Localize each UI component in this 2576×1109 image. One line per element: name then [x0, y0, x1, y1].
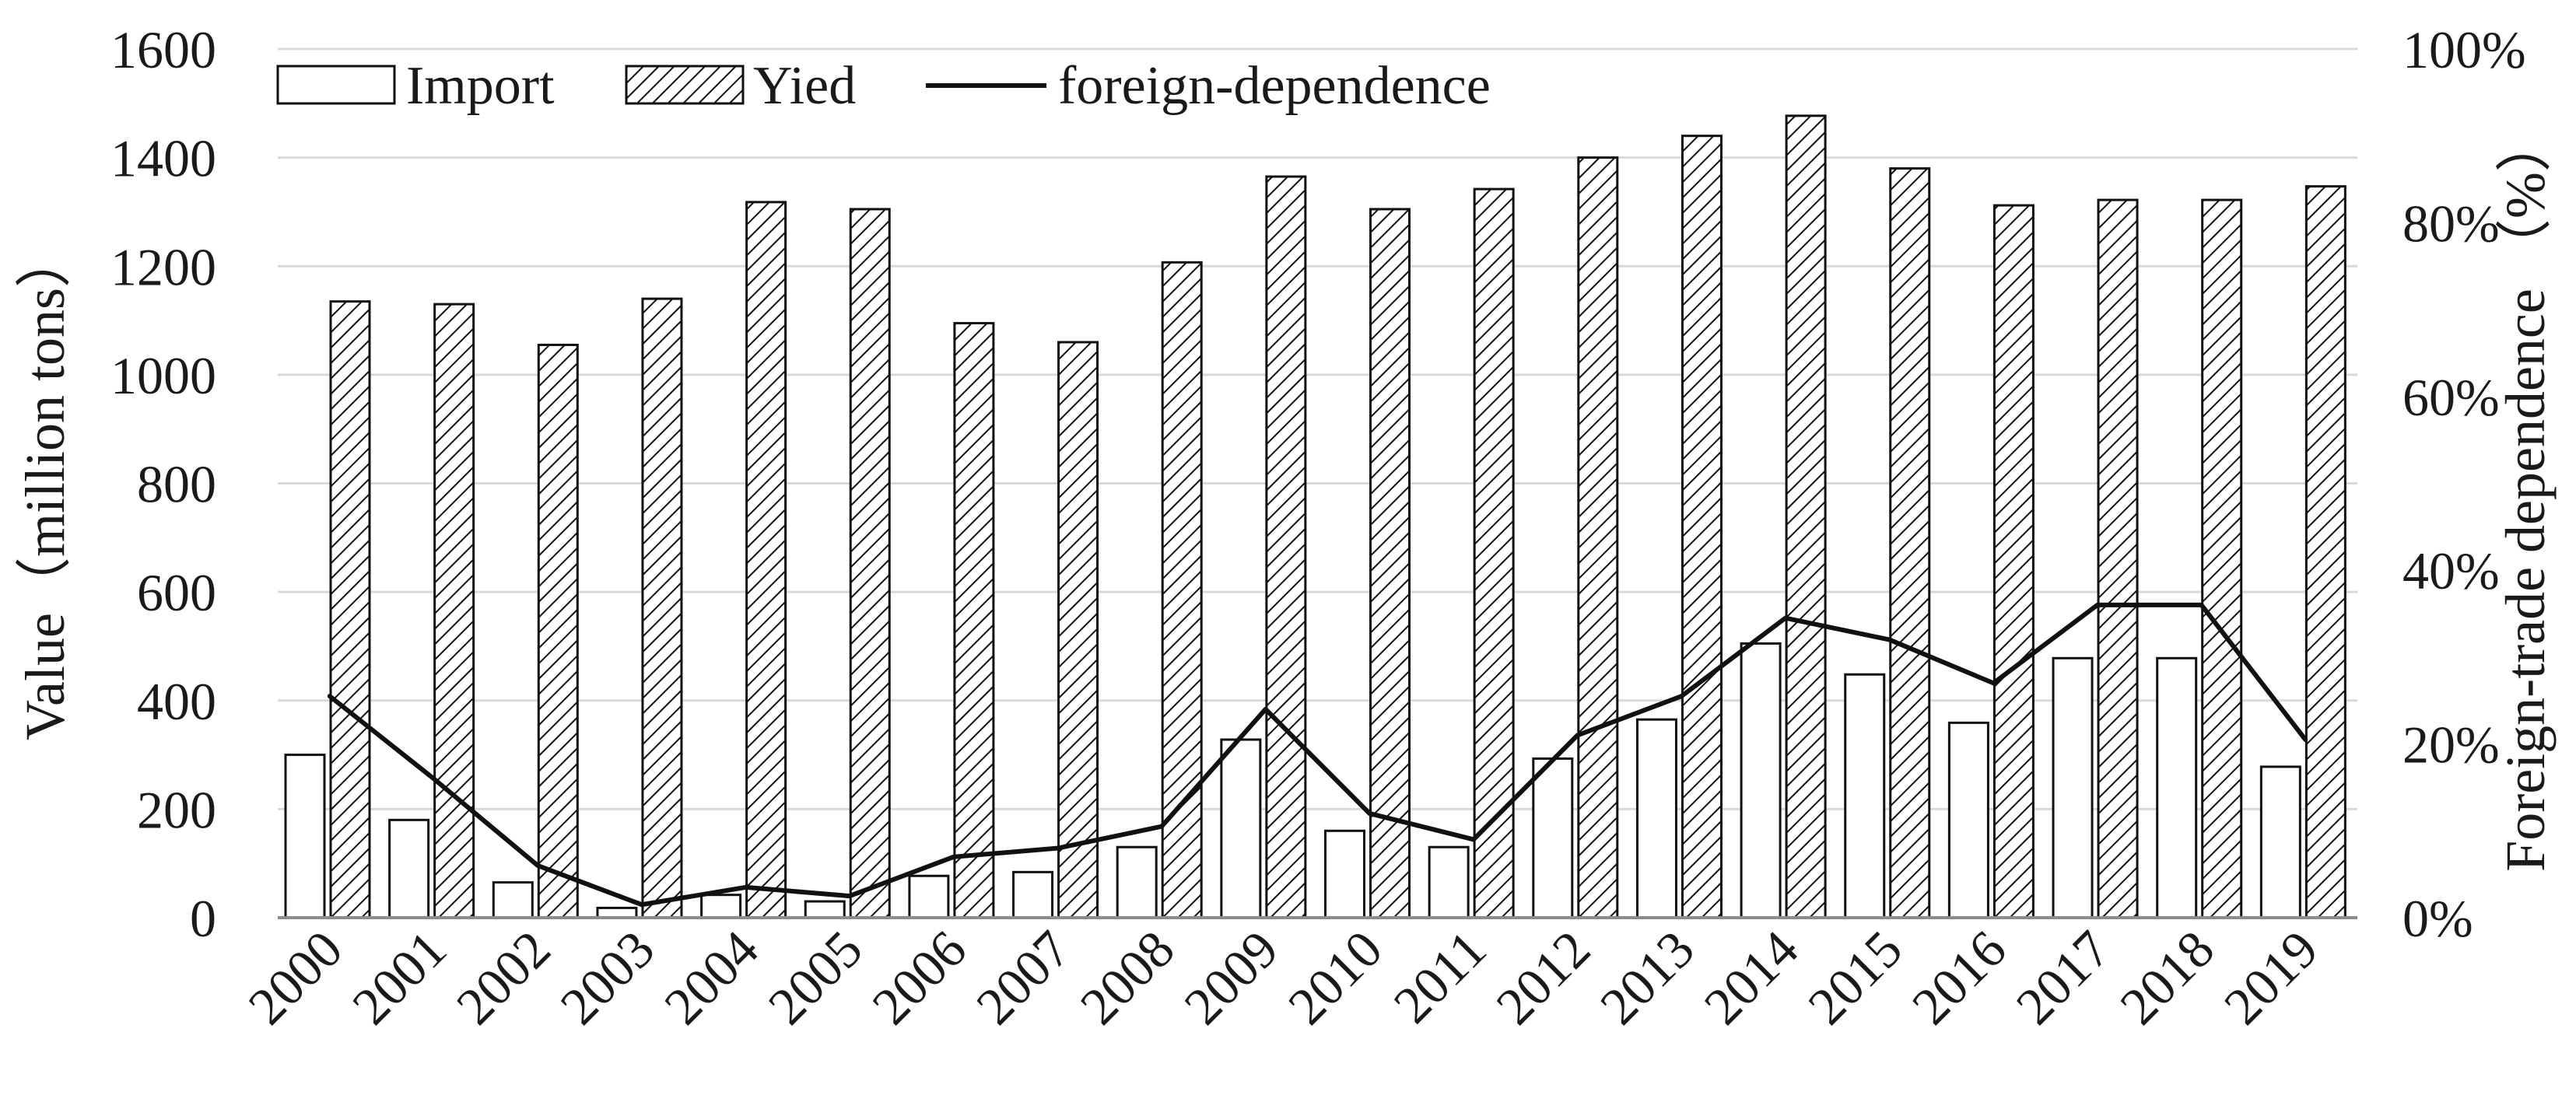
dependence-line	[327, 602, 2308, 908]
bar-yied	[1577, 156, 1619, 919]
bar-yied	[2201, 198, 2243, 919]
bar-yied	[953, 322, 995, 919]
x-tick-label: 2008	[1069, 919, 1186, 1036]
x-tick-label: 2015	[1796, 919, 1913, 1036]
y2-tick-label: 60%	[2403, 368, 2500, 427]
gridlines	[278, 47, 2357, 810]
bar-yied	[1681, 135, 1723, 919]
legend-swatch-yied	[625, 65, 745, 105]
y2-tick-label: 40%	[2403, 541, 2500, 600]
bar-yied	[1889, 167, 1931, 919]
y-tick-label: 1400	[110, 129, 216, 188]
bar-yied	[745, 201, 787, 919]
bar-yied	[1992, 204, 2035, 919]
bar-import	[700, 894, 742, 919]
y2-tick-label: 80%	[2403, 194, 2500, 253]
y-tick-label: 200	[137, 780, 216, 839]
y2-axis-label: Foreign-trade dependence （%）	[2494, 116, 2557, 872]
x-tick-label: 2010	[1277, 919, 1393, 1036]
x-tick-label: 2017	[2005, 919, 2122, 1036]
x-tick-label: 2005	[757, 919, 874, 1036]
x-tick-label: 2011	[1382, 919, 1497, 1034]
y2-tick-label: 20%	[2403, 715, 2500, 775]
bar-import	[1012, 870, 1054, 919]
bar-yied	[329, 300, 371, 919]
x-tick-label: 2012	[1484, 919, 1601, 1036]
bar-yied	[1161, 261, 1203, 919]
bar-yied	[1265, 175, 1307, 919]
bar-import	[284, 754, 326, 919]
legend-swatch-import	[276, 65, 396, 105]
x-tick-label: 2000	[237, 919, 354, 1036]
tick-labels: 0 200 400 600 800 1000 1200 1400 1600 0% 20% 40% 60%…	[110, 20, 2526, 1036]
bar-import	[1116, 845, 1158, 919]
bar-yied	[849, 208, 891, 919]
bar-yied	[641, 297, 683, 919]
x-tick-label: 2016	[1901, 919, 2017, 1036]
bar-import	[2259, 765, 2301, 919]
bar-import	[1324, 829, 1365, 919]
x-tick-label: 2019	[2213, 919, 2329, 1036]
bar-import	[1220, 738, 1262, 919]
bars	[284, 114, 2346, 919]
x-tick-label: 2006	[860, 919, 977, 1036]
bar-yied	[1785, 114, 1827, 919]
bar-import	[1635, 718, 1677, 919]
bar-import	[2156, 656, 2198, 919]
bar-import	[804, 900, 846, 919]
y-tick-label: 600	[137, 563, 216, 622]
bar-import	[492, 881, 534, 919]
bar-yied	[1369, 208, 1411, 919]
y-tick-label: 1200	[110, 237, 216, 296]
x-tick-label: 2004	[653, 919, 769, 1036]
x-tick-label: 2007	[965, 919, 1081, 1036]
legend: Import Yied foreign-dependence	[276, 56, 1491, 116]
y-tick-label: 400	[137, 672, 216, 731]
bar-import	[388, 818, 430, 919]
bar-import	[2052, 656, 2094, 919]
x-tick-label: 2013	[1589, 919, 1705, 1036]
x-tick-label: 2002	[445, 919, 562, 1036]
dependence-line-layer	[327, 602, 2308, 908]
bar-import	[1740, 642, 1782, 919]
legend-label-dependence: foreign-dependence	[1058, 56, 1491, 116]
y-tick-label: 800	[137, 455, 216, 514]
legend-label-yied: Yied	[753, 56, 856, 116]
bar-import	[1947, 721, 1989, 919]
bar-yied	[2304, 185, 2346, 919]
y-tick-label: 0	[190, 889, 216, 948]
y-axis-label: Value（million tons）	[14, 232, 76, 740]
bar-yied	[1473, 187, 1515, 919]
y-tick-label: 1000	[110, 346, 216, 405]
bar-yied	[1057, 341, 1099, 919]
bar-import	[908, 874, 950, 919]
legend-label-import: Import	[406, 56, 555, 116]
x-tick-label: 2003	[548, 919, 665, 1036]
x-tick-label: 2009	[1172, 919, 1289, 1036]
bar-import	[1844, 673, 1886, 919]
y2-tick-label: 100%	[2403, 20, 2526, 79]
y-tick-label: 1600	[110, 20, 216, 79]
bar-import	[1428, 845, 1470, 919]
x-tick-label: 2014	[1693, 919, 1810, 1036]
bar-import	[1532, 757, 1574, 919]
y2-tick-label: 0%	[2403, 889, 2473, 948]
x-tick-label: 2018	[2108, 919, 2225, 1036]
x-tick-label: 2001	[341, 919, 457, 1036]
bar-yied	[433, 303, 475, 919]
bar-yied	[2097, 198, 2139, 919]
bar-yied	[537, 343, 579, 919]
